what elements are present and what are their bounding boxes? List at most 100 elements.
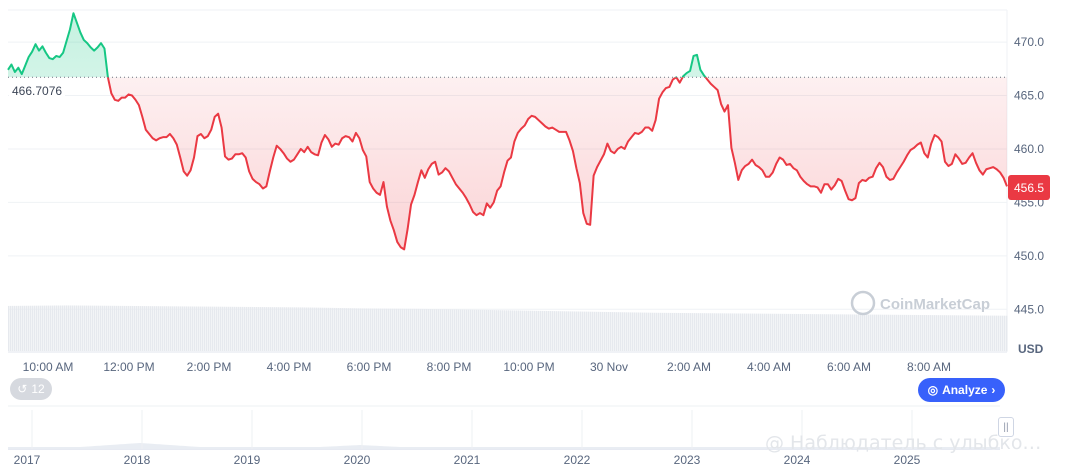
- volume-bar: [700, 313, 702, 351]
- volume-bar: [8, 305, 10, 351]
- volume-bar: [488, 310, 490, 351]
- volume-bar: [754, 313, 756, 351]
- volume-bar: [476, 309, 478, 351]
- volume-bar: [762, 313, 764, 351]
- volume-bar: [986, 315, 988, 351]
- navigator-year-label: 2018: [124, 453, 151, 467]
- volume-bar: [822, 314, 824, 351]
- volume-bar: [834, 314, 836, 351]
- volume-bar: [938, 315, 940, 351]
- analyze-label: Analyze: [942, 383, 988, 397]
- navigator-year-label: 2024: [784, 453, 811, 467]
- history-button[interactable]: ↺ 12: [10, 378, 52, 400]
- volume-bar: [280, 307, 282, 351]
- volume-bar: [818, 314, 820, 351]
- volume-bar: [668, 312, 670, 351]
- volume-bar: [142, 306, 144, 351]
- volume-bar: [136, 306, 138, 351]
- volume-bar: [384, 308, 386, 351]
- volume-bar: [232, 306, 234, 351]
- volume-bar: [132, 305, 134, 351]
- volume-bar: [52, 305, 54, 351]
- volume-bar: [154, 306, 156, 351]
- chevron-right-icon: ›: [991, 383, 996, 397]
- x-tick-label: 2:00 AM: [667, 360, 711, 374]
- x-axis: 10:00 AM 12:00 PM 2:00 PM 4:00 PM 6:00 PM 8:0…: [23, 360, 951, 374]
- volume-bar: [300, 307, 302, 351]
- volume-bar: [250, 306, 252, 351]
- volume-bar: [922, 315, 924, 351]
- volume-bar: [212, 306, 214, 351]
- volume-bar: [666, 312, 668, 351]
- volume-bar: [246, 306, 248, 351]
- volume-bar: [14, 305, 16, 351]
- volume-bar: [646, 312, 648, 351]
- volume-bar: [820, 314, 822, 351]
- price-line: [7, 12, 1008, 251]
- volume-bar: [482, 309, 484, 351]
- volume-bar: [224, 306, 226, 351]
- volume-bar: [24, 305, 26, 351]
- volume-bar: [606, 311, 608, 351]
- volume-bar: [550, 311, 552, 351]
- volume-bar: [874, 314, 876, 351]
- volume-bar: [960, 315, 962, 351]
- volume-bar: [694, 313, 696, 351]
- volume-bar: [840, 314, 842, 351]
- volume-bar: [662, 312, 664, 351]
- volume-bar: [578, 311, 580, 351]
- volume-bar: [512, 310, 514, 351]
- volume-bar: [128, 305, 130, 351]
- volume-bar: [474, 309, 476, 351]
- volume-bar: [416, 308, 418, 351]
- coinmarketcap-logo-icon: [850, 290, 876, 316]
- x-tick-label: 8:00 PM: [427, 360, 472, 374]
- y-tick-label: 445.0: [1014, 302, 1044, 316]
- volume-bar: [186, 306, 188, 351]
- volume-bar: [152, 306, 154, 351]
- volume-bar: [866, 314, 868, 351]
- volume-bar: [364, 308, 366, 351]
- volume-bar: [412, 308, 414, 351]
- volume-bar: [298, 307, 300, 351]
- volume-bar: [926, 315, 928, 351]
- volume-bar: [728, 313, 730, 351]
- analyze-button[interactable]: ◎ Analyze ›: [918, 378, 1005, 402]
- volume-bar: [372, 308, 374, 351]
- volume-bar: [28, 305, 30, 351]
- volume-bar: [500, 310, 502, 351]
- price-area: [8, 13, 1007, 250]
- volume-bar: [696, 313, 698, 351]
- volume-bar: [102, 305, 104, 351]
- volume-bar: [616, 312, 618, 351]
- volume-bar: [636, 312, 638, 351]
- volume-bar: [78, 305, 80, 351]
- volume-bar: [50, 305, 52, 351]
- navigator-handle[interactable]: ||: [998, 417, 1014, 437]
- volume-bar: [110, 305, 112, 351]
- volume-bar: [60, 305, 62, 351]
- volume-bar: [942, 315, 944, 351]
- volume-bar: [318, 307, 320, 351]
- volume-bar: [124, 305, 126, 351]
- volume-bar: [536, 310, 538, 351]
- volume-bar: [20, 305, 22, 351]
- volume-bar: [86, 305, 88, 351]
- volume-bar: [88, 305, 90, 351]
- volume-bar: [748, 313, 750, 351]
- volume-bar: [800, 313, 802, 351]
- volume-bar: [244, 306, 246, 351]
- volume-bar: [990, 315, 992, 351]
- volume-bar: [714, 313, 716, 351]
- volume-bar: [188, 306, 190, 351]
- volume-bar: [410, 308, 412, 351]
- volume-bar: [670, 312, 672, 351]
- volume-bar: [902, 314, 904, 351]
- volume-bar: [326, 307, 328, 351]
- volume-bar: [288, 307, 290, 351]
- volume-bar: [402, 308, 404, 351]
- volume-bar: [904, 314, 906, 351]
- volume-bar: [600, 311, 602, 351]
- volume-bar: [804, 314, 806, 351]
